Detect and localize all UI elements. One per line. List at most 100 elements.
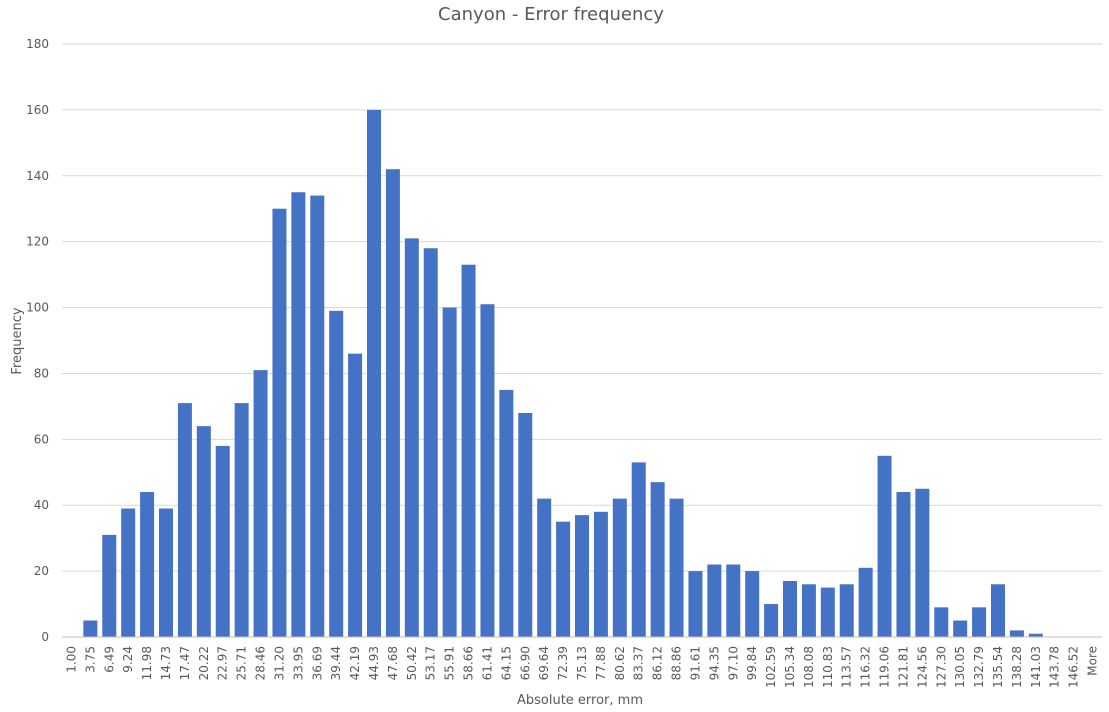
x-tick-label: 121.81: [896, 646, 910, 688]
bar: [972, 607, 987, 637]
bar: [556, 521, 571, 637]
y-tick-label: 140: [26, 169, 49, 183]
bar: [348, 353, 363, 637]
bar: [1009, 630, 1024, 637]
x-tick-label: 143.78: [1048, 646, 1062, 688]
bar: [669, 498, 684, 637]
x-tick-label: 69.64: [537, 646, 551, 680]
x-axis-title: Absolute error, mm: [517, 693, 643, 708]
bar: [121, 508, 136, 637]
x-tick-label: 124.56: [915, 646, 929, 688]
x-tick-label: 64.15: [499, 646, 513, 680]
x-tick-label: 91.61: [688, 646, 702, 680]
bar: [934, 607, 949, 637]
x-tick-label: 50.42: [405, 646, 419, 680]
x-tick-label: 108.08: [802, 646, 816, 688]
x-tick-label: 113.57: [840, 646, 854, 688]
y-tick-label: 60: [34, 432, 49, 446]
bar: [745, 571, 760, 637]
x-tick-label: 47.68: [386, 646, 400, 680]
bar: [991, 584, 1005, 637]
bar: [1028, 633, 1043, 637]
x-tick-label: 39.44: [329, 646, 343, 680]
bar: [234, 403, 249, 637]
y-axis-title: Frequency: [10, 307, 25, 374]
x-tick-label: 105.34: [783, 646, 797, 688]
y-tick-label: 40: [34, 498, 49, 512]
x-tick-label: 6.49: [102, 646, 116, 673]
x-tick-label: 138.28: [1010, 646, 1024, 688]
bar: [688, 571, 703, 637]
bar: [159, 508, 173, 637]
bar: [196, 426, 211, 637]
bar: [612, 498, 627, 637]
bar: [593, 511, 608, 637]
x-tick-label: 132.79: [972, 646, 986, 688]
x-tick-label: 146.52: [1067, 646, 1081, 688]
x-tick-label: 135.54: [991, 646, 1005, 688]
x-tick-label: 61.41: [480, 646, 494, 680]
x-tick-label: 86.12: [651, 646, 665, 680]
bar: [858, 567, 873, 637]
bar: [215, 445, 230, 637]
x-tick-label: 116.32: [859, 646, 873, 688]
y-tick-label: 100: [26, 301, 49, 315]
bar: [820, 587, 835, 637]
bars: [83, 109, 1043, 638]
x-tick-label: 36.69: [310, 646, 324, 680]
x-tick-label: 141.03: [1029, 646, 1043, 688]
x-tick-label: 9.24: [121, 646, 135, 673]
bar: [83, 620, 98, 637]
x-tick-label: 14.73: [159, 646, 173, 680]
x-tick-label: 44.93: [367, 646, 381, 680]
bar: [839, 584, 854, 637]
x-tick-label: 88.86: [670, 646, 684, 680]
x-axis-ticks: 1.00 3.75 6.49 9.24 11.98 14.73 17.47 20.22 22.9…: [64, 646, 1099, 688]
bar: [707, 564, 722, 637]
bar: [953, 620, 968, 637]
bar: [499, 389, 514, 637]
bar: [915, 488, 930, 637]
x-tick-label: 66.90: [518, 646, 532, 680]
bar: [385, 169, 400, 637]
y-tick-label: 0: [41, 630, 49, 644]
bar: [877, 455, 892, 637]
x-tick-label: 28.46: [254, 646, 268, 680]
bar: [764, 604, 779, 637]
bar: [367, 109, 381, 637]
x-tick-label: 75.13: [575, 646, 589, 680]
x-tick-label: 25.71: [235, 646, 249, 680]
x-tick-label: 80.62: [613, 646, 627, 680]
bar: [783, 580, 797, 637]
bar: [404, 238, 419, 637]
x-tick-label: 1.00: [64, 646, 78, 673]
y-tick-label: 20: [34, 564, 49, 578]
x-tick-label: 31.20: [272, 646, 286, 680]
x-tick-label: More: [1086, 646, 1100, 676]
bar: [801, 584, 816, 637]
bar: [329, 310, 344, 637]
x-tick-label: 97.10: [726, 646, 740, 680]
x-tick-label: 3.75: [83, 646, 97, 673]
bar: [896, 492, 911, 637]
bar: [442, 307, 457, 637]
bar: [575, 515, 589, 637]
bar: [291, 192, 306, 637]
x-tick-label: 110.83: [821, 646, 835, 688]
x-tick-label: 72.39: [556, 646, 570, 680]
bar: [272, 208, 287, 637]
bar: [461, 264, 476, 637]
x-tick-label: 58.66: [462, 646, 476, 680]
x-tick-label: 127.30: [934, 646, 948, 688]
x-tick-label: 42.19: [348, 646, 362, 680]
x-tick-label: 17.47: [178, 646, 192, 680]
bar: [480, 304, 495, 637]
bar: [253, 370, 268, 637]
bar: [310, 195, 325, 638]
bar: [650, 482, 665, 637]
x-tick-label: 130.05: [953, 646, 967, 688]
bar: [102, 534, 117, 637]
x-tick-label: 11.98: [140, 646, 154, 680]
